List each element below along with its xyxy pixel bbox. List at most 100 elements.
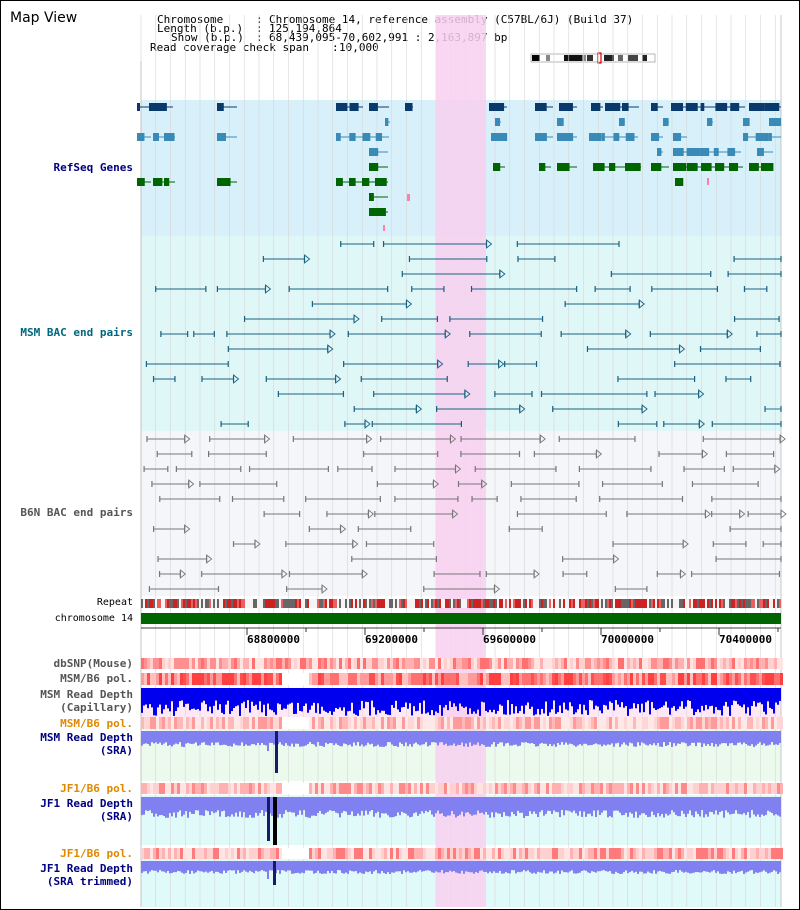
heat-cell bbox=[756, 658, 759, 669]
track-label-msm-depth-sra[interactable]: MSM Read Depth (SRA) bbox=[40, 731, 133, 757]
repeat-block bbox=[489, 599, 491, 608]
heat-cell bbox=[681, 658, 684, 669]
heat-cell bbox=[195, 717, 198, 729]
depth-bar bbox=[147, 731, 149, 744]
bac-arrow bbox=[367, 509, 375, 519]
depth-bar bbox=[233, 688, 235, 709]
depth-bar bbox=[435, 731, 437, 743]
heat-cell bbox=[324, 673, 327, 685]
gene-exon bbox=[619, 118, 625, 126]
gene-exon bbox=[589, 133, 601, 141]
repeat-block bbox=[269, 599, 271, 608]
depth-bar bbox=[223, 861, 225, 871]
repeat-block bbox=[397, 599, 399, 608]
depth-bar bbox=[511, 797, 513, 812]
depth-bar bbox=[563, 731, 565, 745]
heat-cell bbox=[372, 783, 375, 794]
depth-bar bbox=[141, 688, 143, 713]
depth-bar bbox=[331, 797, 333, 811]
depth-bar bbox=[409, 861, 411, 873]
gene-exon bbox=[137, 178, 145, 186]
depth-bar bbox=[651, 861, 653, 874]
depth-bar bbox=[551, 731, 553, 747]
heat-cell bbox=[729, 783, 732, 794]
depth-bar bbox=[735, 688, 737, 702]
depth-bar bbox=[367, 797, 369, 815]
depth-bar bbox=[567, 797, 569, 811]
heat-cell bbox=[270, 673, 273, 685]
depth-bar bbox=[715, 688, 717, 708]
track-label-dbsnp[interactable]: dbSNP(Mouse) bbox=[53, 657, 133, 670]
depth-bar bbox=[461, 688, 463, 707]
depth-bar bbox=[303, 797, 305, 811]
heat-cell bbox=[453, 658, 456, 669]
depth-bar bbox=[373, 861, 375, 872]
depth-bar bbox=[209, 861, 211, 872]
repeat-block bbox=[767, 599, 769, 608]
depth-bar bbox=[635, 861, 637, 872]
heat-cell bbox=[702, 658, 705, 669]
track-label-repeat[interactable]: Repeat bbox=[96, 597, 133, 608]
heat-cell bbox=[231, 658, 234, 669]
heat-cell bbox=[282, 717, 285, 729]
depth-bar bbox=[691, 688, 693, 709]
heat-cell bbox=[492, 658, 495, 669]
heat-cell bbox=[633, 658, 636, 669]
repeat-block bbox=[587, 599, 589, 608]
track-label-jf1-depth[interactable]: JF1 Read Depth (SRA) bbox=[40, 797, 133, 823]
depth-bar bbox=[715, 731, 717, 745]
depth-bar bbox=[649, 688, 651, 715]
heat-cell bbox=[189, 717, 192, 729]
track-label-msm-bac[interactable]: MSM BAC end pairs bbox=[20, 326, 133, 339]
depth-bar bbox=[619, 731, 621, 747]
repeat-block bbox=[723, 599, 725, 608]
track-label-jf1-b6-pol-2[interactable]: JF1/B6 pol. bbox=[60, 847, 133, 860]
heat-cell bbox=[711, 673, 714, 685]
heat-cell bbox=[636, 717, 639, 729]
track-label-jf1-b6-pol[interactable]: JF1/B6 pol. bbox=[60, 782, 133, 795]
heat-cell bbox=[654, 717, 657, 729]
heat-cell bbox=[378, 673, 381, 685]
repeat-block bbox=[707, 599, 709, 608]
heat-cell bbox=[393, 673, 396, 685]
depth-bar bbox=[653, 688, 655, 709]
track-label-msm-b6-pol[interactable]: MSM/B6 pol. bbox=[60, 672, 133, 685]
heat-cell bbox=[177, 783, 180, 794]
heat-cell bbox=[363, 673, 366, 685]
repeat-block bbox=[447, 599, 449, 608]
track-label-jf1-depth-trimmed[interactable]: JF1 Read Depth (SRA trimmed) bbox=[40, 862, 133, 888]
depth-bar bbox=[463, 688, 465, 708]
depth-bar bbox=[721, 861, 723, 874]
heat-cell bbox=[231, 783, 234, 794]
gene-exon bbox=[700, 148, 710, 156]
depth-bar bbox=[583, 861, 585, 871]
depth-bar bbox=[301, 731, 303, 747]
chromosome-ideogram[interactable] bbox=[530, 52, 656, 64]
depth-bar bbox=[675, 731, 677, 746]
heat-cell bbox=[399, 717, 402, 729]
repeat-block bbox=[481, 599, 483, 608]
track-label-chromosome[interactable]: chromosome 14 bbox=[54, 613, 133, 624]
track-label-b6n-bac[interactable]: B6N BAC end pairs bbox=[20, 506, 133, 519]
track-label-msm-depth-capillary[interactable]: MSM Read Depth (Capillary) bbox=[40, 688, 133, 714]
heat-cell bbox=[261, 848, 264, 859]
gene-exon bbox=[161, 103, 167, 111]
repeat-block bbox=[473, 599, 475, 608]
heat-cell bbox=[339, 658, 342, 669]
heat-cell bbox=[780, 848, 783, 859]
heat-cell bbox=[459, 673, 462, 685]
heat-cell bbox=[405, 673, 408, 685]
depth-bar bbox=[199, 731, 201, 745]
depth-bar bbox=[713, 731, 715, 747]
track-label-refseq[interactable]: RefSeq Genes bbox=[53, 161, 133, 174]
depth-bar bbox=[269, 688, 271, 710]
track-label-msm-b6-pol-sra[interactable]: MSM/B6 pol. bbox=[60, 717, 133, 730]
heat-cell bbox=[657, 658, 660, 669]
repeat-block bbox=[241, 599, 243, 608]
depth-bar bbox=[487, 688, 489, 713]
heat-cell bbox=[228, 717, 231, 729]
depth-bar bbox=[347, 797, 349, 815]
gene-exon bbox=[687, 163, 698, 171]
gene-exon bbox=[755, 133, 769, 141]
